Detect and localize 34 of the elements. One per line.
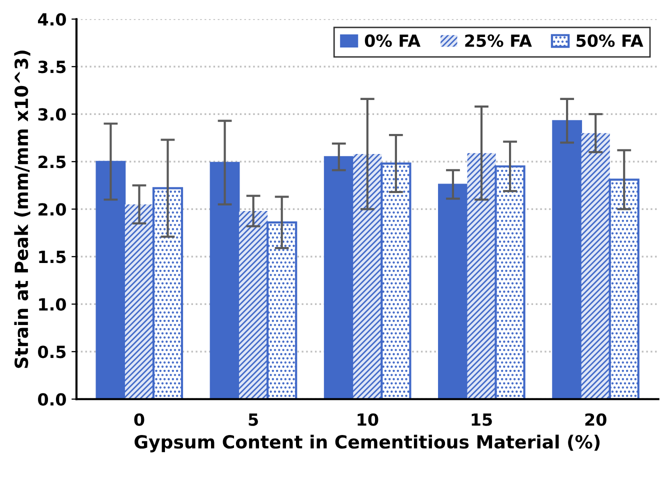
y-tick-label: 2.0	[38, 203, 66, 216]
x-tick-label: 5	[248, 414, 258, 426]
bar	[467, 153, 496, 400]
y-tick-label: 3.5	[38, 60, 66, 74]
x-tick-label: 10	[358, 413, 378, 426]
bar	[210, 162, 240, 400]
y-tick-label: 1.5	[39, 250, 66, 264]
bar	[324, 156, 354, 400]
y-tick-label: 3.0	[38, 108, 66, 121]
bar	[438, 184, 468, 400]
y-tick-label: 0.0	[38, 393, 66, 406]
y-axis-title: Strain at Peak (mm/mm x10^3)	[14, 50, 30, 368]
legend-label: 50% FA	[576, 34, 644, 48]
y-tick-label: 2.5	[38, 156, 66, 168]
bar	[266, 221, 298, 400]
bar	[494, 165, 526, 400]
bar	[581, 133, 610, 400]
bar	[353, 154, 382, 400]
bar	[96, 160, 126, 400]
bar	[380, 162, 412, 400]
y-tick-label: 4.0	[38, 13, 66, 26]
y-tick-label: 0.5	[38, 346, 66, 358]
x-tick-label: 15	[472, 414, 492, 426]
bar	[124, 204, 154, 400]
bar	[152, 187, 184, 400]
x-tick-label: 20	[585, 413, 606, 426]
y-tick-label: 1.0	[39, 298, 66, 311]
x-tick-label: 0	[134, 413, 144, 426]
x-axis-title: Gypsum Content in Cementitious Material (%)	[134, 434, 600, 452]
bar	[552, 120, 582, 400]
bar	[239, 211, 268, 400]
legend-label: 25% FA	[465, 34, 532, 48]
legend-label: 0% FA	[364, 34, 420, 48]
bar	[608, 178, 640, 400]
